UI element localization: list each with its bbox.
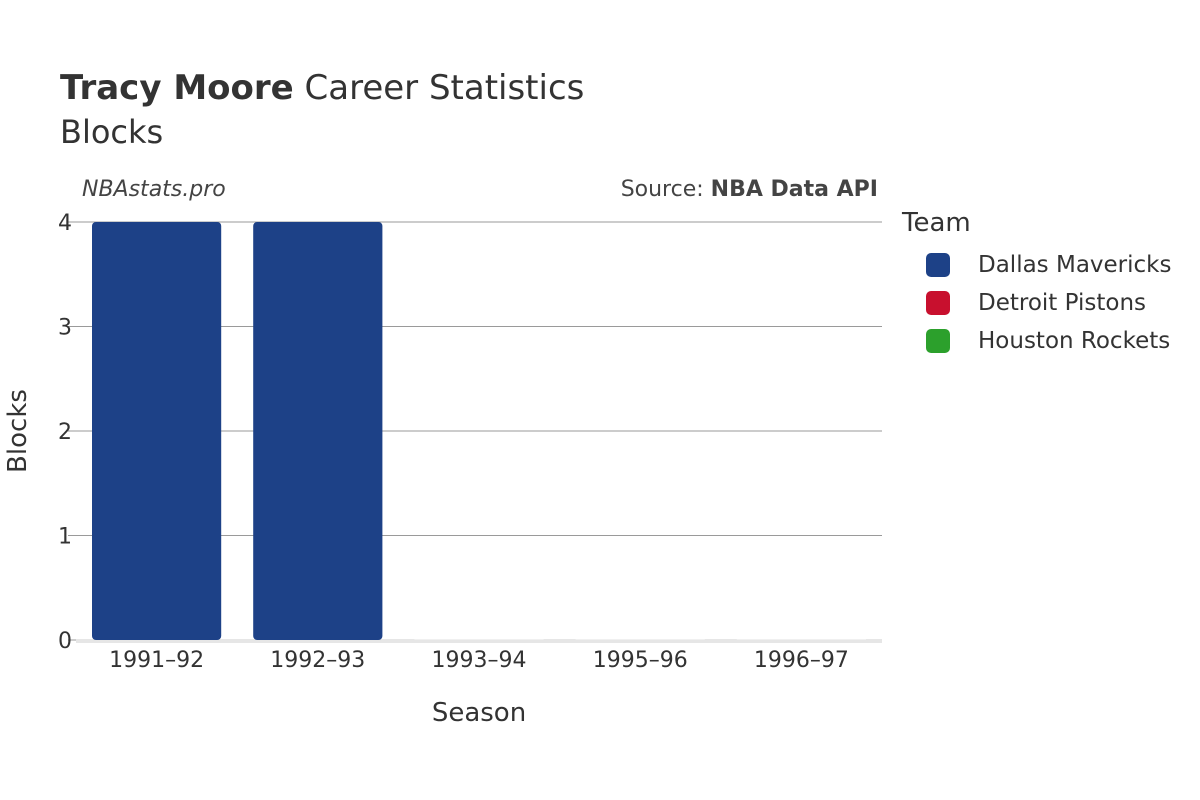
x-axis-title: Season xyxy=(432,698,526,728)
x-tick-label: 1996–97 xyxy=(754,648,849,673)
x-tick-label: 1991–92 xyxy=(109,648,204,673)
y-tick-label: 4 xyxy=(58,211,72,236)
source-credit: Source: NBA Data API xyxy=(621,177,878,202)
x-tick-label: 1992–93 xyxy=(270,648,365,673)
chart-title-block: Tracy Moore Career Statistics Blocks xyxy=(60,66,584,154)
y-tick-label: 1 xyxy=(58,525,72,550)
y-tick-label: 2 xyxy=(58,420,72,445)
chart-title: Tracy Moore Career Statistics xyxy=(60,66,584,110)
legend: Team Dallas Mavericks Detroit Pistons Ho… xyxy=(902,208,1171,360)
legend-label: Detroit Pistons xyxy=(978,290,1147,316)
legend-item-houston[interactable]: Houston Rockets xyxy=(926,322,1171,360)
legend-swatch xyxy=(926,291,950,315)
chart-subtitle: Blocks xyxy=(60,113,164,151)
source-name: NBA Data API xyxy=(710,177,878,202)
legend-item-dallas[interactable]: Dallas Mavericks xyxy=(926,246,1171,284)
legend-title: Team xyxy=(902,208,971,238)
x-tick-label: 1995–96 xyxy=(593,648,688,673)
legend-item-detroit[interactable]: Detroit Pistons xyxy=(926,284,1171,322)
bar[interactable] xyxy=(575,639,705,640)
bar[interactable] xyxy=(736,639,866,640)
player-name: Tracy Moore xyxy=(60,68,294,108)
legend-swatch xyxy=(926,253,950,277)
y-tick-label: 3 xyxy=(58,316,72,341)
x-tick-label: 1993–94 xyxy=(432,648,527,673)
watermark: NBAstats.pro xyxy=(82,177,226,202)
legend-swatch xyxy=(926,329,950,353)
legend-label: Houston Rockets xyxy=(978,328,1171,354)
source-prefix: Source: xyxy=(620,177,711,202)
y-axis-title: Blocks xyxy=(3,389,33,473)
bar[interactable] xyxy=(253,222,383,640)
bar[interactable] xyxy=(92,222,222,640)
bar[interactable] xyxy=(414,639,544,640)
title-suffix: Career Statistics xyxy=(293,68,585,108)
y-tick-label: 0 xyxy=(58,629,72,654)
legend-label: Dallas Mavericks xyxy=(978,252,1172,278)
